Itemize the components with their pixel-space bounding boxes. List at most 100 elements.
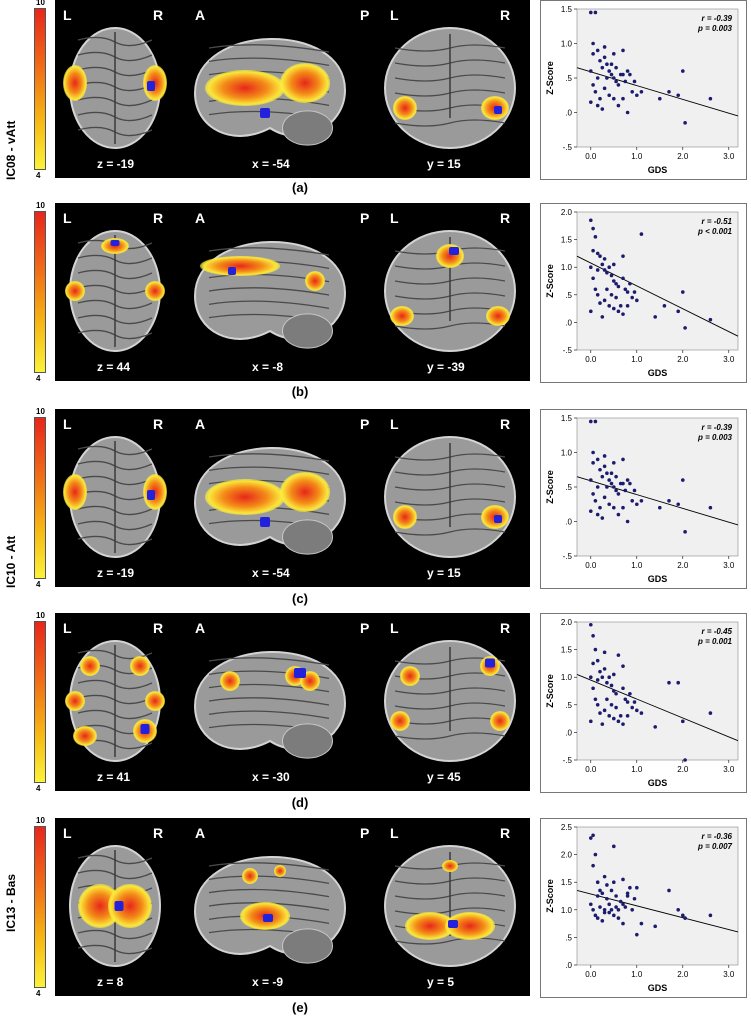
data-point (605, 270, 609, 275)
x-tick-label: 1.0 (631, 355, 643, 364)
y-axis-label: Z-Score (545, 879, 555, 913)
data-point (602, 908, 607, 912)
x-tick-label: 0.0 (585, 561, 597, 570)
orientation-label: A (195, 210, 205, 226)
y-tick-label: 1.5 (561, 5, 573, 14)
data-point (591, 461, 595, 465)
orientation-label: L (63, 210, 72, 226)
data-point (683, 916, 687, 920)
blue-overlap-cluster (114, 901, 124, 911)
data-point (602, 268, 607, 272)
activation-blob (280, 63, 330, 103)
activation-blob (274, 865, 286, 877)
data-point (681, 290, 685, 294)
scatter-plot: -.5 .0 .5 1.0 1.5 0.0 1.0 2.0 3.0 GDS Z-Score r = -… (540, 409, 747, 589)
blue-overlap-cluster (147, 81, 155, 91)
y-tick-label: .5 (565, 74, 572, 83)
colorbar-gradient (34, 621, 46, 783)
data-point (639, 90, 644, 94)
data-point (632, 896, 637, 901)
activation-blob (305, 271, 325, 291)
data-point (595, 512, 600, 517)
data-point (632, 700, 637, 704)
x-tick-label: 3.0 (723, 355, 735, 364)
orientation-label: R (500, 7, 510, 23)
data-point (598, 467, 602, 472)
data-point (630, 499, 634, 503)
activation-blob (205, 479, 285, 515)
y-tick-label: .0 (565, 318, 572, 327)
data-point (591, 41, 595, 46)
data-point (635, 298, 639, 303)
activation-blob (280, 472, 330, 512)
data-point (602, 667, 607, 671)
x-tick-label: 3.0 (723, 765, 735, 774)
activation-blob (405, 912, 455, 940)
side-label: IC08 - vAtt (4, 120, 18, 180)
data-point (607, 502, 611, 507)
orientation-label: A (195, 416, 205, 432)
data-point (593, 697, 598, 702)
data-point (676, 908, 680, 912)
data-point (605, 680, 609, 685)
orientation-label: P (360, 825, 369, 841)
y-tick-label: .5 (565, 291, 572, 300)
data-point (591, 908, 595, 912)
data-point (708, 711, 713, 715)
data-point (598, 905, 602, 909)
x-axis-label: GDS (648, 983, 668, 993)
data-point (589, 69, 593, 73)
orientation-label: P (360, 210, 369, 226)
data-point (595, 457, 600, 462)
brain-slices-svg: L R A P L Rz = 44 x = -8 y = -39 (63, 210, 516, 374)
data-point (600, 474, 605, 479)
data-point (607, 675, 611, 679)
x-tick-label: 3.0 (723, 152, 735, 161)
data-point (605, 896, 609, 901)
data-point (589, 675, 593, 679)
data-point (632, 79, 637, 84)
colorbar-min-label: 4 (36, 374, 41, 383)
data-point (589, 10, 593, 15)
activation-blob (145, 691, 165, 711)
x-tick-label: 0.0 (585, 970, 597, 979)
data-point (618, 714, 623, 718)
orientation-label: L (63, 7, 72, 23)
data-point (612, 461, 616, 465)
data-point (612, 844, 616, 849)
blue-overlap-cluster (494, 515, 502, 523)
brain-slices-svg: L R A P L Rz = -19 x = -54 y = 15 (63, 7, 516, 171)
data-point (625, 891, 630, 896)
data-point (681, 719, 685, 724)
data-point (628, 885, 632, 890)
data-point (708, 96, 713, 101)
data-point (607, 265, 611, 269)
data-point (591, 450, 595, 455)
data-point (591, 276, 595, 281)
data-point (602, 650, 607, 655)
data-point (595, 658, 600, 663)
data-point (602, 910, 607, 915)
data-point (616, 83, 621, 87)
data-point (621, 48, 625, 53)
activation-blob (442, 860, 458, 872)
data-point (589, 218, 593, 223)
data-point (618, 481, 623, 486)
orientation-label: L (63, 416, 72, 432)
y-axis-label: Z-Score (545, 61, 555, 95)
colorbar-max-label: 10 (36, 407, 45, 416)
data-point (591, 248, 595, 253)
data-point (653, 725, 657, 729)
regression-line (576, 67, 739, 117)
colorbar-gradient (34, 826, 46, 988)
activation-blob (108, 884, 152, 928)
data-point (600, 315, 605, 319)
panel-caption: (c) (292, 591, 308, 606)
data-point (598, 58, 602, 63)
y-axis-label: Z-Score (545, 264, 555, 298)
colorbar: 10 4 (30, 407, 46, 589)
data-point (609, 683, 614, 688)
slice-coordinate: x = -54 (252, 157, 290, 171)
slice-coordinate: x = -9 (252, 975, 283, 989)
data-point (612, 262, 616, 267)
